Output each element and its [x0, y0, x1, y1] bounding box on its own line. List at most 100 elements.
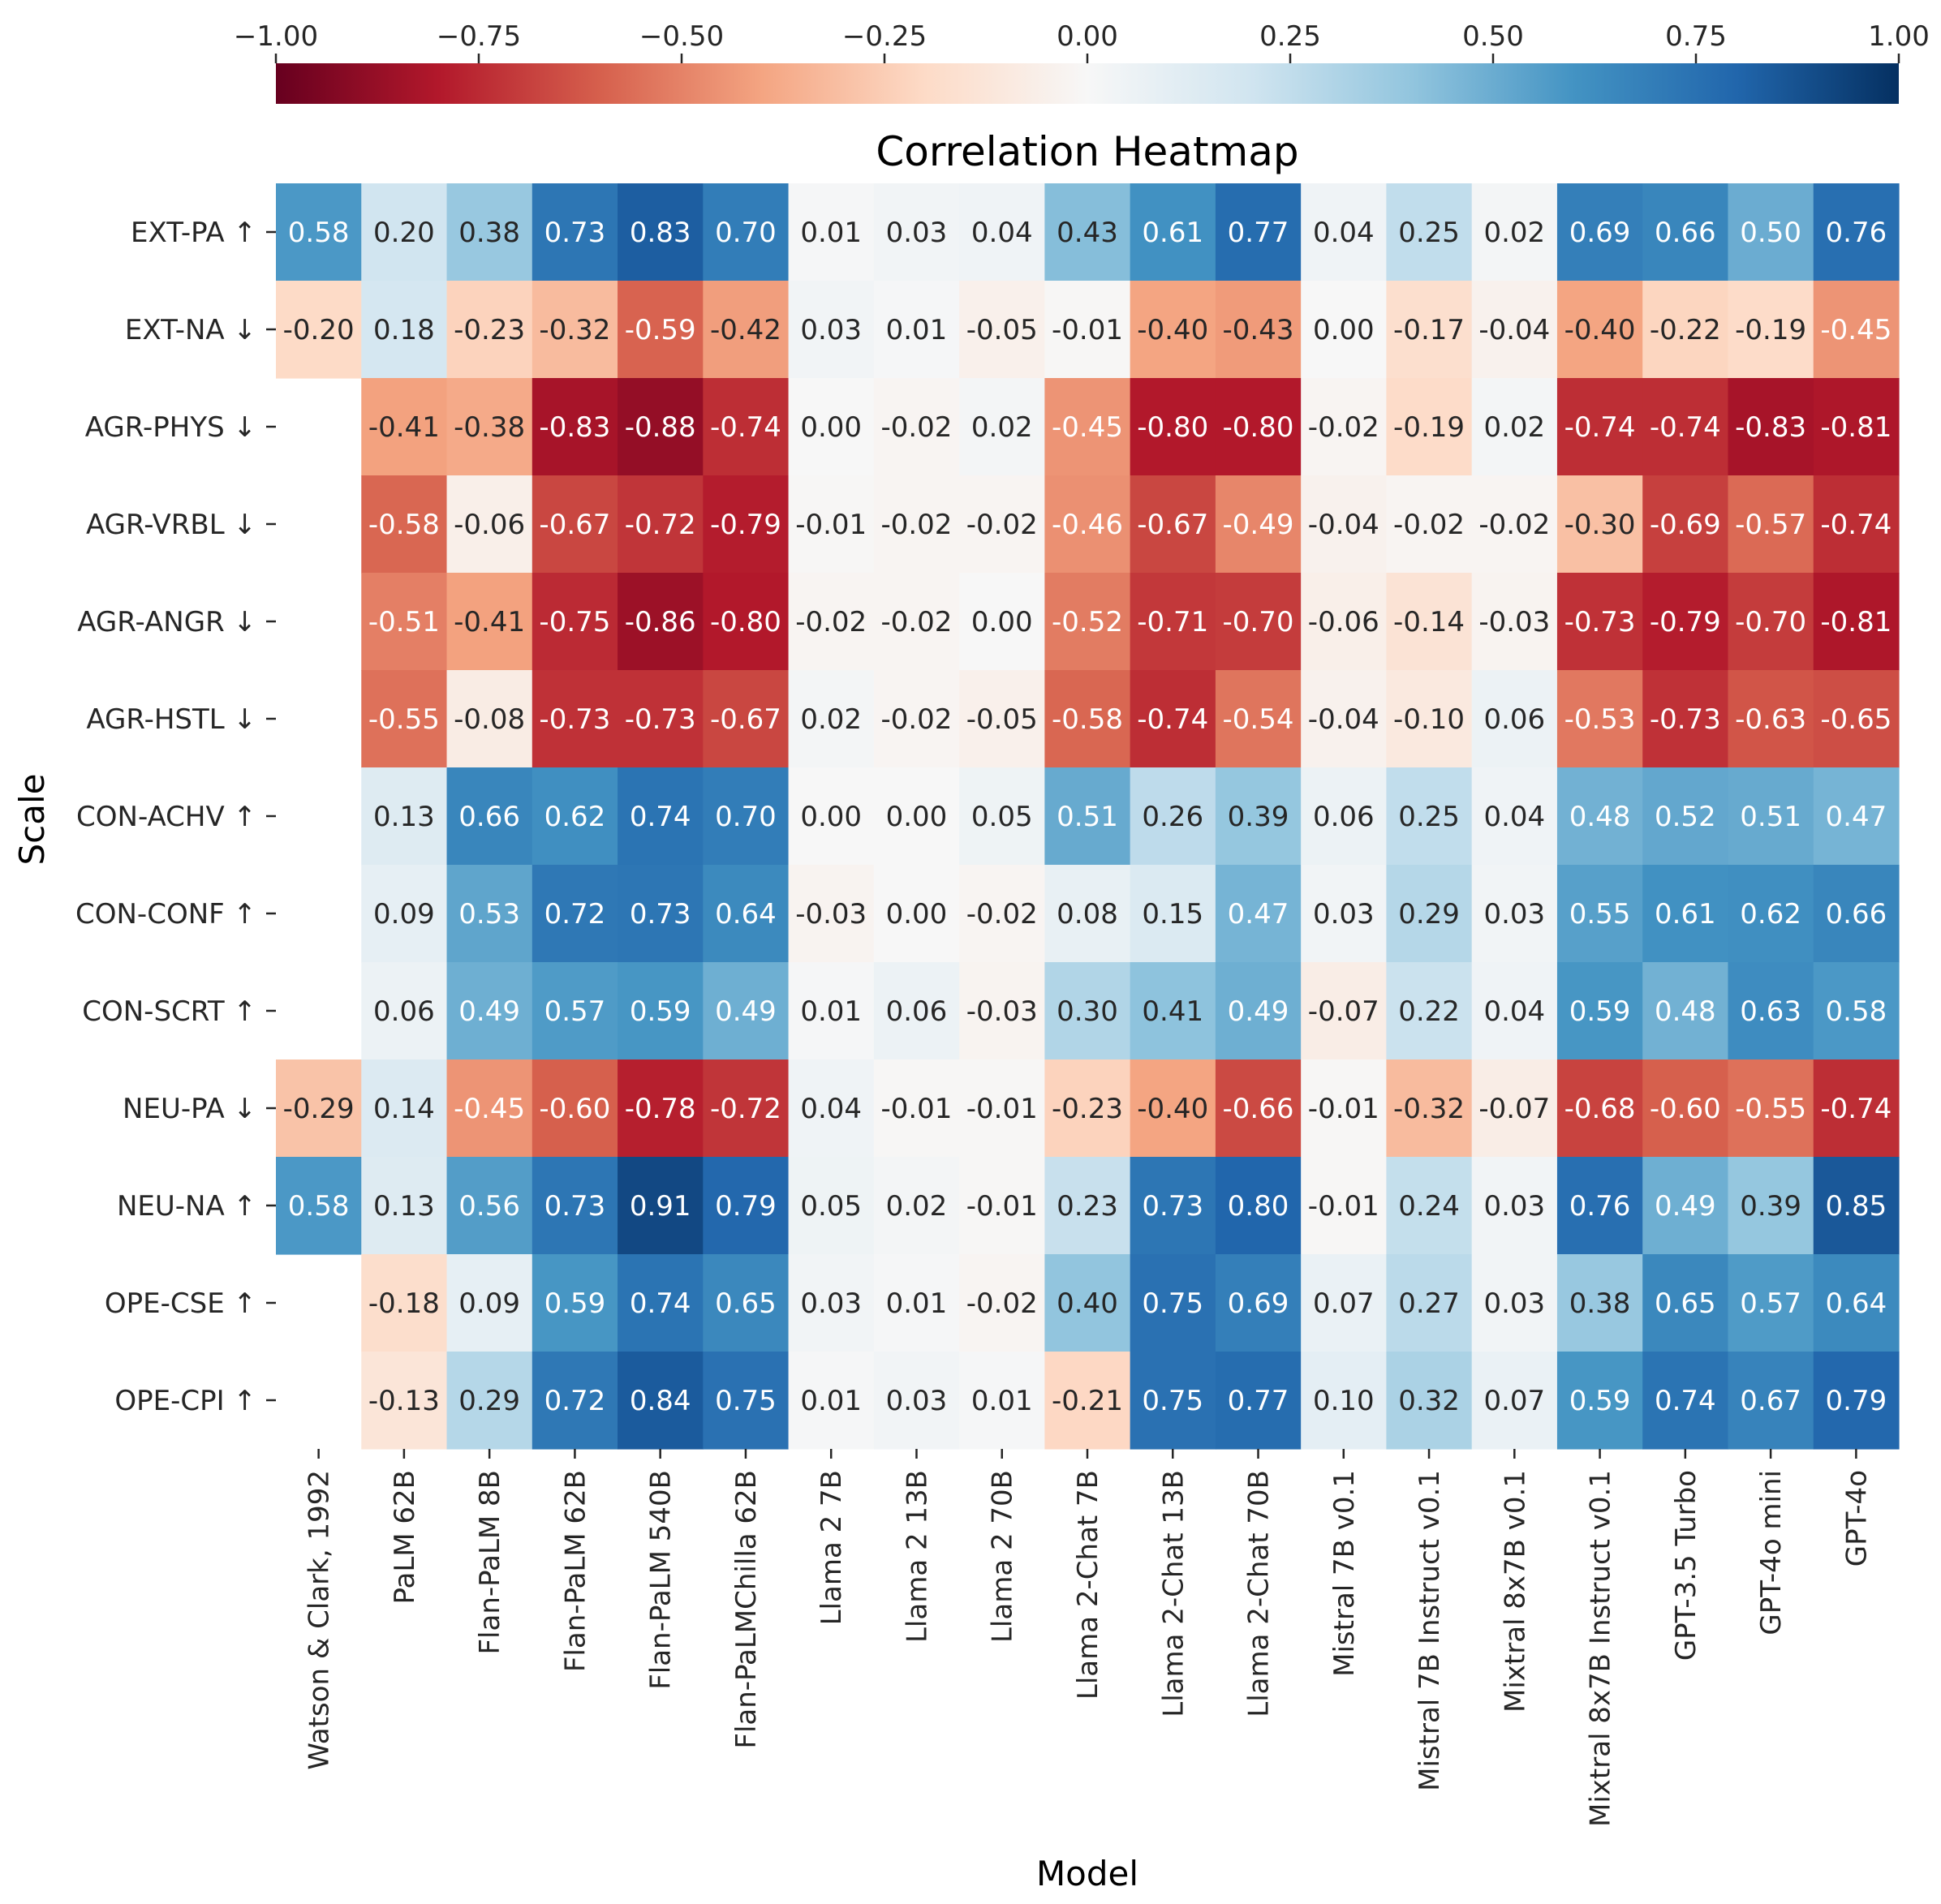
heatmap-cell	[532, 767, 618, 866]
cell-value-label: -0.49	[1223, 509, 1294, 541]
cell-value-label: -0.03	[966, 995, 1038, 1028]
heatmap-cell	[1642, 1352, 1729, 1450]
cell-value-label: 0.38	[458, 217, 520, 249]
heatmap-cell	[1130, 475, 1216, 574]
cell-value-label: 0.13	[373, 1190, 435, 1223]
heatmap-cell	[959, 1059, 1045, 1158]
cell-value-label: -0.60	[1650, 1093, 1721, 1125]
heatmap-cell	[703, 1059, 790, 1158]
cell-value-label: 0.59	[1569, 1385, 1631, 1417]
cell-value-label: -0.55	[368, 703, 440, 736]
cell-value-label: -0.57	[1735, 509, 1806, 541]
cell-value-label: -0.17	[1393, 314, 1465, 346]
cell-value-label: 0.56	[458, 1190, 520, 1223]
row-labels: EXT-PA ↑ EXT-NA ↓ AGR-PHYS ↓ AGR-VRBL ↓ AGR-…	[75, 217, 276, 1417]
cell-value-label: 0.69	[1228, 1287, 1289, 1320]
cell-value-label: -0.01	[1052, 314, 1123, 346]
cell-value-label: 0.05	[971, 801, 1033, 833]
cell-value-label: -0.23	[1052, 1093, 1123, 1125]
heatmap-cell	[703, 378, 790, 476]
heatmap-cell	[361, 1059, 448, 1158]
cell-value-label: 0.85	[1826, 1190, 1887, 1223]
cell-value-label: 0.00	[886, 801, 948, 833]
heatmap-cell	[703, 475, 790, 574]
heatmap-cell	[1386, 475, 1473, 574]
cell-value-label: 0.00	[800, 801, 862, 833]
heatmap-cell	[1813, 767, 1900, 866]
heatmap-cell	[446, 1254, 533, 1352]
heatmap-cell	[1386, 670, 1473, 768]
cell-value-label: -0.32	[1393, 1093, 1465, 1125]
heatmap-cell	[1642, 573, 1729, 671]
heatmap-cell	[532, 573, 618, 671]
heatmap-cell	[959, 475, 1045, 574]
heatmap-cell	[446, 475, 533, 574]
heatmap-cell	[446, 767, 533, 866]
cell-value-label: 0.47	[1826, 801, 1887, 833]
cell-value-label: -0.52	[1052, 606, 1123, 638]
cell-value-label: 0.77	[1228, 1385, 1289, 1417]
cell-value-label: -0.45	[454, 1093, 525, 1125]
cell-value-label: 0.70	[715, 217, 777, 249]
heatmap-cell	[1301, 767, 1388, 866]
cell-value-label: 0.14	[373, 1093, 435, 1125]
cell-value-label: 0.58	[288, 1190, 350, 1223]
cell-value-label: 0.67	[1740, 1385, 1801, 1417]
heatmap-cell	[361, 1352, 448, 1450]
cell-value-label: -0.38	[454, 411, 525, 444]
heatmap-cell	[1728, 865, 1814, 963]
cell-value-label: 0.08	[1057, 898, 1118, 931]
column-label: Mistral 7B Instruct v0.1	[1414, 1470, 1446, 1791]
cell-value-label: 0.02	[800, 703, 862, 736]
cell-value-label: -0.73	[1650, 703, 1721, 736]
heatmap-cell	[532, 183, 618, 282]
cell-value-label: -0.01	[966, 1093, 1038, 1125]
heatmap-cell	[1301, 1059, 1388, 1158]
cell-value-label: 0.01	[800, 1385, 862, 1417]
heatmap-cell	[532, 475, 618, 574]
heatmap-cell	[1386, 183, 1473, 282]
cell-value-label: -0.70	[1223, 606, 1294, 638]
cell-value-label: 0.13	[373, 801, 435, 833]
heatmap-cell	[1215, 573, 1302, 671]
cell-value-label: 0.05	[800, 1190, 862, 1223]
heatmap-cell	[959, 1254, 1045, 1352]
heatmap-cell	[361, 573, 448, 671]
colorbar-tick-label: 0.50	[1462, 20, 1524, 53]
cell-value-label: -0.01	[1308, 1190, 1379, 1223]
cell-value-label: 0.25	[1398, 217, 1460, 249]
heatmap-cell	[1471, 865, 1558, 963]
cell-value-label: -0.43	[1223, 314, 1294, 346]
cell-value-label: 0.58	[288, 217, 350, 249]
cell-value-label: -0.02	[966, 1287, 1038, 1320]
heatmap-cell	[959, 962, 1045, 1060]
row-label: NEU-NA ↑	[117, 1190, 256, 1223]
colorbar-tick-label: −0.25	[842, 20, 927, 53]
colorbar-tick-label: −1.00	[234, 20, 318, 53]
cell-value-label: 0.10	[1313, 1385, 1375, 1417]
cell-value-label: -0.04	[1308, 509, 1379, 541]
column-label: Mixtral 8x7B v0.1	[1499, 1470, 1531, 1713]
heatmap-cell	[1642, 1254, 1729, 1352]
heatmap-cell	[959, 281, 1045, 379]
cell-value-label: 0.77	[1228, 217, 1289, 249]
heatmap-cell	[788, 183, 875, 282]
cell-value-label: -0.21	[1052, 1385, 1123, 1417]
cell-value-label: 0.73	[1142, 1190, 1203, 1223]
cell-value-label: 0.02	[886, 1190, 948, 1223]
heatmap-cell	[1813, 962, 1900, 1060]
heatmap-cell	[1044, 1352, 1131, 1450]
heatmap-cell	[1813, 475, 1900, 574]
heatmap-cell	[618, 962, 704, 1060]
heatmap-cell	[1556, 962, 1643, 1060]
heatmap-cell	[873, 573, 960, 671]
heatmap-cell	[788, 378, 875, 476]
cell-value-label: 0.20	[373, 217, 435, 249]
cell-value-label: 0.59	[544, 1287, 606, 1320]
heatmap-cell	[1301, 281, 1388, 379]
cell-value-label: 0.72	[544, 898, 606, 931]
cell-value-label: 0.48	[1655, 995, 1716, 1028]
row-label: AGR-PHYS ↓	[85, 411, 256, 444]
heatmap-cell	[703, 1254, 790, 1352]
